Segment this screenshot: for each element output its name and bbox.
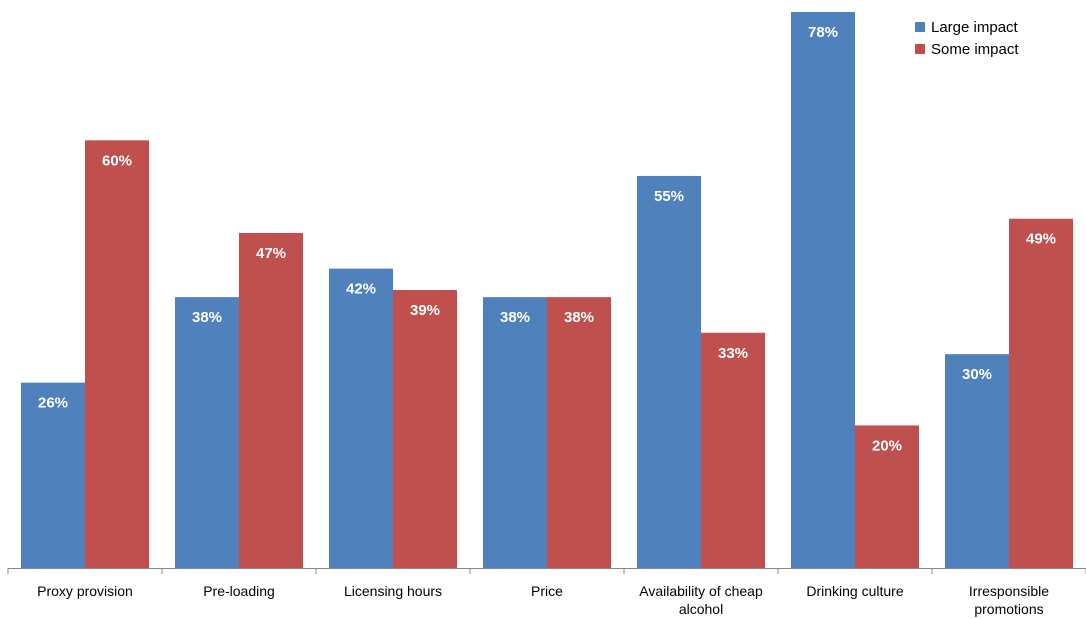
bar-large-impact <box>791 12 855 568</box>
data-label: 26% <box>38 395 68 412</box>
bar-large-impact <box>483 297 547 568</box>
bar-some-impact <box>85 140 149 568</box>
bars-group <box>21 12 1073 568</box>
legend: Large impact Some impact <box>915 16 1019 60</box>
data-label: 33% <box>718 345 748 362</box>
legend-swatch-large-impact <box>915 22 925 32</box>
data-label: 38% <box>192 309 222 326</box>
data-label: 38% <box>500 309 530 326</box>
bar-some-impact <box>1009 218 1073 568</box>
data-labels-group: 26% 38% 42% 38% 55% 78% 30% 60% 47% 39% 38% 33% 20% 4… <box>38 24 1056 454</box>
data-label: 78% <box>808 24 838 41</box>
category-labels-group: Proxy provision Pre-loading Licensing hour… <box>37 583 1049 617</box>
bar-large-impact <box>329 268 393 568</box>
bar-some-impact <box>393 290 457 568</box>
bar-some-impact <box>547 297 611 568</box>
bar-some-impact <box>239 232 303 568</box>
category-label: Availability of cheap alcohol <box>639 583 763 617</box>
legend-swatch-some-impact <box>915 44 925 54</box>
bar-large-impact <box>175 297 239 568</box>
data-label: 49% <box>1026 231 1056 248</box>
bar-large-impact <box>21 382 85 568</box>
bar-some-impact <box>855 425 919 568</box>
category-label: Licensing hours <box>344 583 442 599</box>
legend-label-large-impact: Large impact <box>931 18 1018 36</box>
data-label: 55% <box>654 188 684 205</box>
category-label: Price <box>531 583 563 599</box>
legend-item-large-impact: Large impact <box>915 16 1019 38</box>
data-label: 30% <box>962 366 992 383</box>
category-label: Pre-loading <box>203 583 275 599</box>
data-label: 20% <box>872 437 902 454</box>
bar-some-impact <box>701 332 765 568</box>
category-label: Irresponsible promotions <box>969 583 1049 617</box>
data-label: 60% <box>102 152 132 169</box>
legend-item-some-impact: Some impact <box>915 38 1019 60</box>
data-label: 38% <box>564 309 594 326</box>
data-label: 42% <box>346 281 376 298</box>
category-label: Drinking culture <box>806 583 903 599</box>
x-axis-ticks <box>7 568 1086 574</box>
data-label: 39% <box>410 302 440 319</box>
legend-label-some-impact: Some impact <box>931 40 1019 58</box>
category-label: Proxy provision <box>37 583 133 599</box>
bar-large-impact <box>945 354 1009 568</box>
bar-large-impact <box>637 175 701 568</box>
data-label: 47% <box>256 245 286 262</box>
